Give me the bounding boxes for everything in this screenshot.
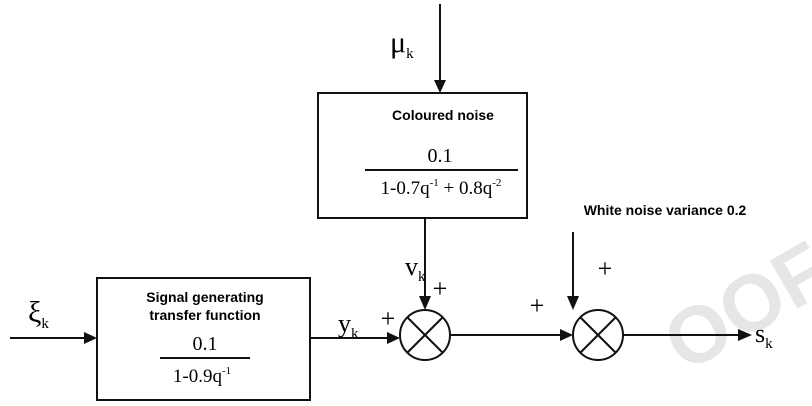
denominator: 1-0.7q-1 + 0.8q-2 [381,177,502,199]
mu-label: μk [390,26,414,62]
y-label: yk [338,309,359,342]
sign: + [530,291,545,320]
s-label: sk [755,319,773,352]
arrow-head [84,332,97,344]
v-label: vk [405,252,426,285]
arrow-head [560,329,573,341]
block-title: transfer function [149,307,260,323]
sign: + [381,304,396,333]
cross [406,316,444,354]
numerator: 0.1 [193,333,218,355]
block-title: Signal generating [146,289,263,305]
arrow-head [567,296,579,310]
sign: + [433,274,448,303]
cross [579,316,617,354]
numerator: 0.1 [428,145,453,167]
watermark: OOF [649,224,812,388]
arrow-head [419,296,431,310]
block-title: Coloured noise [392,107,494,123]
xi-label: ξk [28,296,49,332]
white-noise-label: White noise variance 0.2 [584,202,747,218]
arrow-head [738,329,752,341]
denominator: 1-0.9q-1 [173,365,231,387]
arrow-head [434,80,446,93]
coloured-noise-block [317,92,528,219]
sign: + [598,254,613,283]
arrow-head [387,332,400,344]
